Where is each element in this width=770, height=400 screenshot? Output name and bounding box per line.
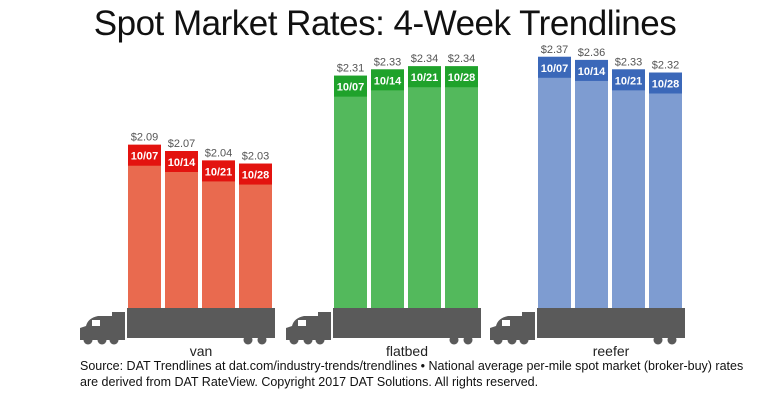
bar-header — [371, 69, 404, 91]
value-label: $2.33 — [615, 56, 643, 68]
value-label: $2.07 — [168, 138, 196, 150]
truck-cab-icon — [80, 312, 125, 340]
truck-wheel — [315, 335, 325, 345]
bar — [445, 66, 478, 308]
bar — [538, 56, 571, 308]
truck-wheel — [109, 335, 119, 345]
truck-wheel — [97, 335, 107, 345]
truck-trailer — [333, 308, 481, 338]
category-label: 10/21 — [615, 75, 643, 87]
bar-header — [575, 59, 608, 81]
value-label: $2.36 — [578, 47, 606, 59]
category-label: 10/28 — [652, 79, 680, 91]
bar — [239, 163, 272, 308]
group-label: flatbed — [386, 343, 428, 359]
bar-header — [165, 151, 198, 172]
truck-wheel — [243, 335, 253, 345]
bar — [408, 66, 441, 308]
group-label: reefer — [593, 343, 630, 359]
bar — [202, 160, 235, 308]
category-label: 10/07 — [131, 151, 159, 163]
truck-wheel — [449, 335, 459, 345]
value-label: $2.37 — [541, 44, 569, 56]
bar — [334, 75, 367, 308]
bar — [128, 144, 161, 308]
category-label: 10/07 — [337, 82, 365, 94]
bar-header — [649, 72, 682, 94]
category-label: 10/28 — [242, 170, 270, 182]
group-flatbed: 10/07 $2.31 10/14 $2.33 10/21 $2.34 10/28 $2.34… — [286, 53, 481, 359]
bar — [371, 69, 404, 308]
bar — [612, 69, 645, 308]
truck-wheel — [289, 335, 299, 345]
bar-header — [612, 69, 645, 91]
bar — [649, 72, 682, 308]
bar — [165, 151, 198, 308]
bar-header — [239, 163, 272, 185]
category-label: 10/21 — [205, 166, 233, 178]
group-label: van — [190, 343, 213, 359]
value-label: $2.31 — [337, 63, 365, 75]
category-label: 10/14 — [374, 75, 402, 87]
value-label: $2.04 — [205, 147, 233, 159]
truck-trailer — [127, 308, 275, 338]
value-label: $2.33 — [374, 56, 402, 68]
source-note: Source: DAT Trendlines at dat.com/indust… — [80, 359, 744, 389]
value-label: $2.32 — [652, 60, 680, 72]
truck-window — [92, 320, 100, 326]
bar-header — [334, 75, 367, 97]
truck-wheel — [303, 335, 313, 345]
category-label: 10/14 — [578, 66, 606, 78]
truck-wheel — [519, 335, 529, 345]
chart-title: Spot Market Rates: 4-Week Trendlines — [93, 4, 677, 43]
category-label: 10/07 — [541, 63, 569, 75]
group-van: 10/07 $2.09 10/14 $2.07 10/21 $2.04 10/28 $2.03… — [80, 132, 275, 359]
truck-cab-icon — [490, 312, 535, 340]
truck-window — [502, 320, 510, 326]
bar-header — [202, 160, 235, 182]
bar-header — [128, 144, 161, 166]
truck-wheel — [463, 335, 473, 345]
category-label: 10/14 — [168, 157, 196, 169]
truck-wheel — [507, 335, 517, 345]
value-label: $2.09 — [131, 132, 159, 144]
truck-wheel — [493, 335, 503, 345]
value-label: $2.34 — [448, 53, 476, 65]
value-label: $2.03 — [242, 151, 270, 163]
truck-wheel — [653, 335, 663, 345]
truck-wheel — [257, 335, 267, 345]
value-label: $2.34 — [411, 53, 439, 65]
truck-cab-icon — [286, 312, 331, 340]
category-label: 10/21 — [411, 72, 439, 84]
bar — [575, 59, 608, 308]
category-label: 10/28 — [448, 72, 476, 84]
bar-header — [408, 66, 441, 88]
truck-window — [298, 320, 306, 326]
bar-header — [538, 56, 571, 78]
bar-header — [445, 66, 478, 88]
group-reefer: 10/07 $2.37 10/14 $2.36 10/21 $2.33 10/28 $2.32… — [490, 44, 685, 359]
truck-wheel — [667, 335, 677, 345]
truck-wheel — [83, 335, 93, 345]
truck-trailer — [537, 308, 685, 338]
